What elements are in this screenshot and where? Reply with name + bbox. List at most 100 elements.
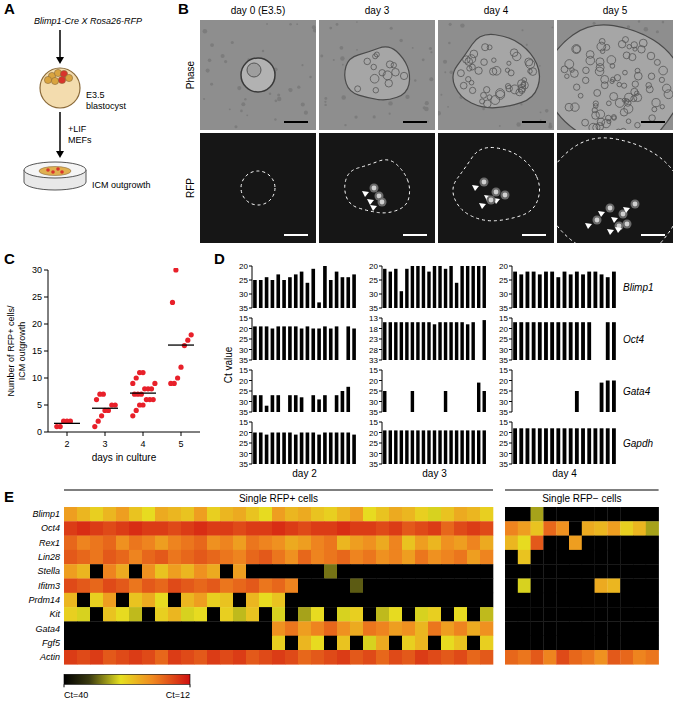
texture — [482, 108, 485, 111]
bar — [538, 274, 542, 308]
heat-cell — [620, 550, 633, 565]
cell-image — [467, 66, 472, 71]
bar — [587, 272, 591, 308]
arrowhead — [362, 191, 369, 197]
heat-cell — [543, 650, 556, 665]
data-point — [130, 413, 135, 418]
texture — [430, 51, 432, 53]
heat-cell — [363, 636, 376, 651]
heat-cell — [324, 564, 337, 579]
bar — [466, 430, 469, 464]
heat-cell — [505, 579, 518, 594]
bar — [575, 322, 579, 360]
bar — [346, 387, 350, 412]
y-tick-label: 15 — [499, 314, 508, 323]
heat-cell — [103, 650, 116, 665]
gene-label: Actin — [39, 652, 60, 662]
cell-image — [373, 54, 378, 59]
y-tick-label: 28 — [369, 346, 378, 355]
heat-cell — [220, 579, 233, 594]
cell-image — [615, 98, 624, 107]
y-tick-label: 15 — [239, 418, 248, 427]
glow-core — [595, 218, 600, 223]
bar — [411, 430, 414, 464]
heat-cell — [337, 621, 350, 636]
cell-image — [525, 58, 533, 66]
heat-cell — [77, 550, 90, 565]
y-tick-label: 30 — [32, 265, 42, 275]
heat-cell — [402, 579, 415, 594]
heat-cell — [246, 521, 259, 536]
heat-cell — [376, 593, 389, 608]
cell-image — [648, 73, 655, 80]
bar — [575, 428, 579, 464]
bar — [612, 428, 616, 464]
gene-label: Blimp1 — [32, 509, 60, 519]
heat-cell — [402, 536, 415, 551]
heat-cell — [103, 636, 116, 651]
gene-label: Fgf5 — [42, 638, 61, 648]
y-tick-label: 30 — [239, 450, 248, 459]
y-tick-label: 20 — [499, 262, 508, 271]
bar — [271, 329, 275, 361]
heat-cell — [569, 621, 582, 636]
cell-image — [469, 80, 474, 85]
heat-cell — [181, 579, 194, 594]
color-bar — [64, 674, 190, 684]
rfp-cell — [56, 167, 60, 171]
texture — [241, 102, 245, 106]
heat-cell — [415, 521, 428, 536]
heat-cell — [142, 579, 155, 594]
cell-image — [659, 66, 668, 75]
y-tick — [249, 294, 252, 295]
heat-cell — [311, 650, 324, 665]
bar — [532, 428, 536, 464]
bar — [532, 322, 536, 360]
heat-cell — [428, 621, 441, 636]
heat-cell — [285, 507, 298, 522]
heat-cell — [556, 607, 569, 622]
y-tick — [249, 266, 252, 267]
heat-cell — [311, 607, 324, 622]
bar — [389, 272, 392, 308]
x-tick — [181, 432, 182, 436]
glow — [492, 188, 501, 197]
heat-cell — [505, 593, 518, 608]
heat-cell — [194, 564, 207, 579]
heat-cell — [233, 593, 246, 608]
rfp-image — [557, 133, 673, 243]
bar-plot — [253, 387, 350, 412]
bar — [483, 391, 486, 412]
culture-label: +LIF — [68, 124, 87, 134]
heat-cell — [181, 507, 194, 522]
heat-cell — [64, 650, 77, 665]
heat-cell — [441, 550, 454, 565]
heat-cell — [505, 636, 518, 651]
texture — [340, 46, 344, 50]
glow-core — [633, 202, 638, 207]
heat-cell — [531, 579, 544, 594]
cell-image — [607, 120, 611, 124]
culture-label: MEFs — [68, 135, 92, 145]
heat-cell — [77, 607, 90, 622]
outgrowth — [39, 167, 71, 176]
heat-cell — [582, 636, 595, 651]
texture — [288, 89, 290, 91]
bar — [513, 272, 517, 308]
heat-cell — [168, 621, 181, 636]
cell-image — [654, 59, 660, 65]
y-tick — [249, 391, 252, 392]
heat-cell — [505, 607, 518, 622]
heat-cell — [298, 621, 311, 636]
heat-cell — [389, 564, 402, 579]
heat-cell — [324, 579, 337, 594]
phase-image — [319, 20, 435, 130]
heat-cell — [582, 579, 595, 594]
y-tick — [509, 294, 512, 295]
y-tick-label: 25 — [499, 387, 508, 396]
heat-cell — [194, 536, 207, 551]
bar — [259, 280, 263, 308]
heat-cell — [646, 621, 659, 636]
heat-cell — [116, 564, 129, 579]
bar — [581, 322, 585, 360]
